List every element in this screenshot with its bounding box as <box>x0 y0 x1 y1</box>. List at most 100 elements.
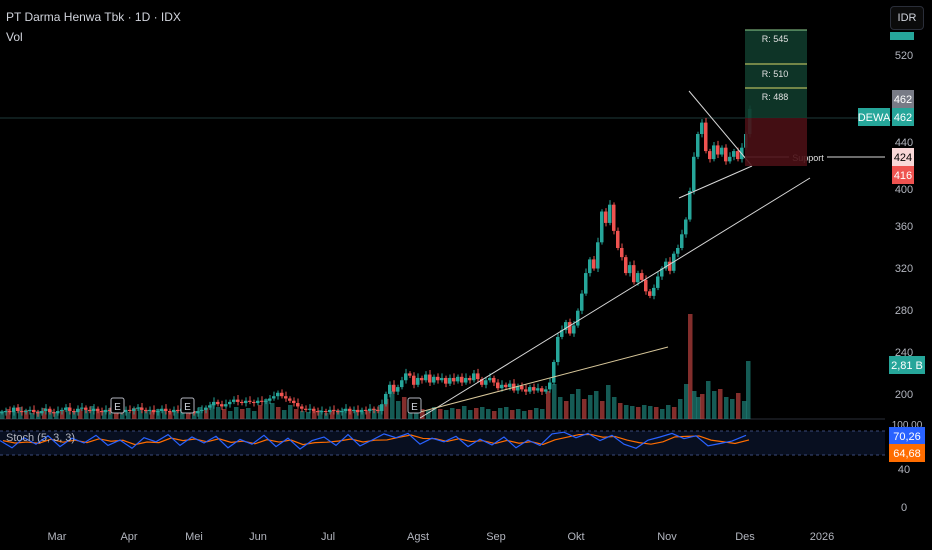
volume-bar <box>258 405 263 419</box>
y-tick-label: 440 <box>895 137 913 149</box>
volume-bar <box>246 408 251 419</box>
volume-bar <box>742 401 747 419</box>
stop-zone[interactable] <box>745 118 807 166</box>
candle-body <box>244 400 248 404</box>
volume-bar <box>264 399 269 419</box>
trendline-support[interactable] <box>419 177 811 419</box>
x-tick-label: Jul <box>321 531 335 543</box>
candle-body <box>684 219 688 235</box>
candle-body <box>272 396 276 399</box>
candle-body <box>136 407 140 409</box>
triangle-upper-line[interactable] <box>688 90 753 167</box>
candle-body <box>164 408 168 412</box>
candle-body <box>728 156 732 162</box>
target-zone[interactable] <box>745 30 807 118</box>
candle-body <box>304 408 308 410</box>
candle-body <box>596 242 600 269</box>
candle-body <box>536 388 540 391</box>
candle-body <box>68 407 72 412</box>
volume-bar <box>306 412 311 419</box>
candle-body <box>384 393 388 405</box>
candle-body <box>416 377 420 385</box>
volume-badge <box>889 356 925 374</box>
y-tick-label: 320 <box>895 263 913 275</box>
volume-bar <box>222 409 227 419</box>
earnings-marker[interactable]: E <box>110 397 125 414</box>
candle-body <box>732 151 736 157</box>
candle-body <box>588 259 592 274</box>
volume-bar <box>522 411 527 419</box>
candle-body <box>576 310 580 326</box>
volume-bar <box>126 412 131 419</box>
candle-body <box>724 147 728 162</box>
candle-body <box>544 389 548 392</box>
y-tick-label: 280 <box>895 305 913 317</box>
volume-bar <box>612 397 617 419</box>
candle-body <box>340 411 344 413</box>
candle-body <box>696 134 700 157</box>
candle-body <box>464 377 468 383</box>
volume-bar <box>318 410 323 419</box>
candle-body <box>104 409 108 413</box>
volume-bar <box>474 408 479 419</box>
candle-body <box>220 404 224 407</box>
volume-bar <box>570 394 575 419</box>
volume-bar <box>300 411 305 419</box>
volume-bar <box>330 411 335 419</box>
candle-body <box>56 411 60 414</box>
volume-bar <box>30 413 35 419</box>
target-label-3: R: 488 <box>762 92 789 102</box>
candle-body <box>132 408 136 412</box>
candle-body <box>452 377 456 382</box>
candle-body <box>64 407 68 410</box>
x-tick-label: Apr <box>120 531 137 543</box>
x-tick-label: Mar <box>48 531 67 543</box>
candle-body <box>324 411 328 413</box>
target-label-1: R: 545 <box>762 34 789 44</box>
candle-body <box>92 408 96 412</box>
volume-bar <box>636 407 641 419</box>
candle-body <box>264 400 268 402</box>
y-tick-label: 400 <box>895 184 913 196</box>
candle-body <box>12 407 16 413</box>
candle-body <box>236 399 240 402</box>
last-price-badge-text: 462 <box>894 112 912 124</box>
volume-bar <box>486 409 491 419</box>
earnings-marker[interactable]: E <box>180 397 195 414</box>
earnings-marker[interactable]: E <box>407 397 422 414</box>
ticker-tag <box>858 108 890 126</box>
candles <box>0 105 752 417</box>
candle-body <box>356 409 360 413</box>
volume-bar <box>546 391 551 419</box>
candle-body <box>128 409 132 412</box>
volume-bar <box>606 385 611 419</box>
candle-body <box>208 405 212 408</box>
symbol-title[interactable]: PT Darma Henwa Tbk · 1D · IDX <box>6 10 181 24</box>
candle-body <box>584 273 588 294</box>
candle-body <box>352 409 356 412</box>
stoch-indicator-label[interactable]: Stoch (5, 3, 3) <box>6 432 76 444</box>
candle-body <box>688 191 692 220</box>
candle-body <box>32 409 36 413</box>
candle-body <box>664 261 668 269</box>
volume-bar <box>144 410 149 419</box>
volume-bar <box>654 407 659 419</box>
candle-body <box>36 412 40 414</box>
currency-button[interactable]: IDR <box>890 6 924 30</box>
candle-body <box>76 408 80 413</box>
stoch-d-badge <box>889 444 925 462</box>
candle-body <box>156 411 160 413</box>
candle-body <box>448 377 452 384</box>
volume-bar <box>378 405 383 419</box>
volume-bar <box>342 409 347 419</box>
volume-indicator-label[interactable]: Vol <box>6 30 23 44</box>
volume-bar <box>746 361 751 419</box>
volume-bar <box>168 412 173 419</box>
candle-body <box>84 407 88 410</box>
candle-body <box>656 276 660 288</box>
volume-bar <box>396 401 401 419</box>
triangle-lower-line[interactable] <box>678 165 753 199</box>
trendline-minor[interactable] <box>419 346 669 413</box>
candle-body <box>444 377 448 384</box>
